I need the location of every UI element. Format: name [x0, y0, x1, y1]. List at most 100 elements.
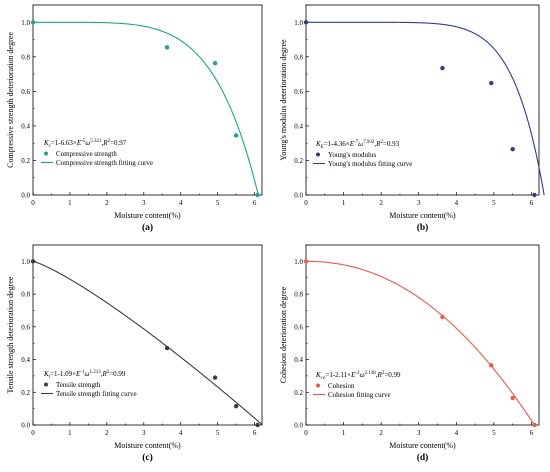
legend-marker-points: [44, 151, 48, 156]
y-axis-label: Cohesion deterioration degree: [279, 286, 288, 383]
x-tick-label: 5: [216, 199, 220, 207]
y-axis-label: Compressive strength deterioration degre…: [6, 32, 15, 168]
data-point: [440, 314, 445, 320]
x-axis-label: Moisture content(%): [389, 441, 456, 450]
y-tick-label: 0.6: [294, 88, 303, 96]
data-point: [233, 403, 239, 409]
y-tick-label: 0.2: [294, 157, 303, 165]
data-point: [532, 422, 537, 428]
data-point: [510, 147, 515, 152]
chart-panel-d: 0 1 2 3 4 5 6 0.0 0.2 0.4 0.6 0.8 1.0 Moisture conten…: [279, 244, 540, 463]
x-tick-label: 0: [31, 429, 35, 437]
x-tick-label: 3: [142, 429, 146, 437]
y-tick-label: 0.0: [21, 192, 30, 200]
x-tick-label: 1: [342, 429, 346, 437]
chart-panel-c: 0 1 2 3 4 5 6 0.0 0.2 0.4 0.6 0.8 1.0 Moisture conten…: [6, 244, 263, 463]
y-tick-label: 0.0: [294, 422, 303, 430]
y-tick-label: 0.4: [21, 356, 30, 364]
x-tick-label: 6: [530, 429, 534, 437]
y-axis-label: Tensile strength deterioration degree: [6, 276, 15, 393]
data-point: [233, 133, 239, 138]
x-tick-label: 3: [417, 199, 421, 207]
x-tick-label: 6: [530, 199, 534, 207]
data-point: [30, 259, 36, 264]
legend-marker-points: [316, 152, 320, 157]
plot-frame: [32, 4, 263, 196]
y-tick-label: 0.8: [294, 291, 303, 299]
y-tick-label: 0.2: [294, 389, 303, 397]
x-axis-label: Moisture content(%): [389, 211, 456, 220]
data-point: [489, 80, 494, 86]
data-point: [212, 375, 218, 380]
y-tick-label: 0.2: [21, 389, 30, 397]
x-tick-label: 5: [492, 199, 496, 207]
x-tick-label: 0: [31, 199, 35, 207]
panel-label: (a): [142, 222, 153, 233]
fit-equation: KE=1-4.36×E-7ω7.932,R2=0.93: [315, 140, 400, 150]
y-tick-label: 0.0: [294, 192, 303, 200]
x-axis-label: Moisture content(%): [114, 211, 181, 220]
fit-equation: Kt=1-1.09×E-1ω1.213,R2=0.99: [43, 370, 126, 380]
legend-marker-points: [44, 382, 48, 387]
x-tick-label: 5: [216, 429, 220, 437]
y-tick-label: 0.4: [294, 122, 303, 130]
x-tick-label: 2: [379, 199, 383, 207]
y-axis-label: Young's modulus deterioration degree: [279, 39, 288, 161]
plot-frame: [305, 4, 540, 196]
x-tick-label: 3: [417, 429, 421, 437]
data-point: [303, 259, 309, 264]
panel-label: (d): [417, 452, 429, 463]
data-point: [532, 192, 537, 198]
data-point: [510, 395, 515, 401]
legend-entry-curve: Tensile strength fitting curve: [56, 390, 137, 398]
x-tick-label: 4: [455, 429, 459, 437]
legend-entry-curve: Cohesion fitting curve: [328, 391, 391, 399]
fit-equation: Kco=1-2.11×E-2ω2.138,R2=0.99: [315, 371, 401, 381]
fitting-curve: [306, 21, 545, 196]
y-tick-label: 1.0: [21, 258, 30, 266]
y-tick-label: 0.8: [21, 53, 30, 61]
x-tick-label: 2: [379, 429, 383, 437]
data-point: [164, 45, 170, 50]
fitting-curve: [32, 260, 263, 426]
y-tick-label: 0.6: [294, 323, 303, 331]
y-tick-label: 0.4: [294, 356, 303, 364]
legend-entry-curve: Compressive strength fitting curve: [56, 159, 153, 167]
data-point: [303, 20, 309, 25]
chart-panel-b: 0 1 2 3 4 5 6 0.0 0.2 0.4 0.6 0.8 1.0 Moisture conten…: [279, 4, 545, 233]
x-tick-label: 2: [105, 429, 109, 437]
legend-marker-points: [316, 383, 320, 388]
data-point: [212, 61, 218, 66]
legend-entry-curve: Young's modulus fitting curve: [328, 160, 412, 168]
y-tick-label: 0.6: [21, 323, 30, 331]
data-point: [164, 345, 170, 351]
x-tick-label: 2: [105, 199, 109, 207]
data-point: [440, 65, 445, 71]
x-tick-label: 4: [455, 199, 459, 207]
panel-label: (b): [417, 222, 429, 233]
x-tick-label: 4: [179, 429, 183, 437]
fitting-curve: [33, 21, 259, 196]
y-tick-label: 0.2: [21, 157, 30, 165]
panel-label: (c): [142, 452, 153, 463]
x-tick-label: 1: [342, 199, 346, 207]
legend-entry-points: Compressive strength: [56, 150, 117, 158]
x-tick-label: 1: [68, 429, 72, 437]
x-axis-label: Moisture content(%): [114, 441, 181, 450]
x-tick-label: 4: [179, 199, 183, 207]
x-tick-label: 1: [68, 199, 72, 207]
y-tick-label: 0.8: [21, 291, 30, 299]
x-tick-label: 5: [492, 429, 496, 437]
data-point: [255, 422, 260, 428]
fit-equation: Kc=1-6.63×E-5ω5.321,R2=0.97: [43, 139, 127, 149]
legend-entry-points: Cohesion: [328, 382, 355, 390]
y-tick-label: 0.6: [21, 88, 30, 96]
y-tick-label: 0.4: [21, 122, 30, 130]
y-tick-label: 0.8: [294, 53, 303, 61]
data-point: [255, 192, 260, 198]
y-tick-label: 1.0: [294, 258, 303, 266]
